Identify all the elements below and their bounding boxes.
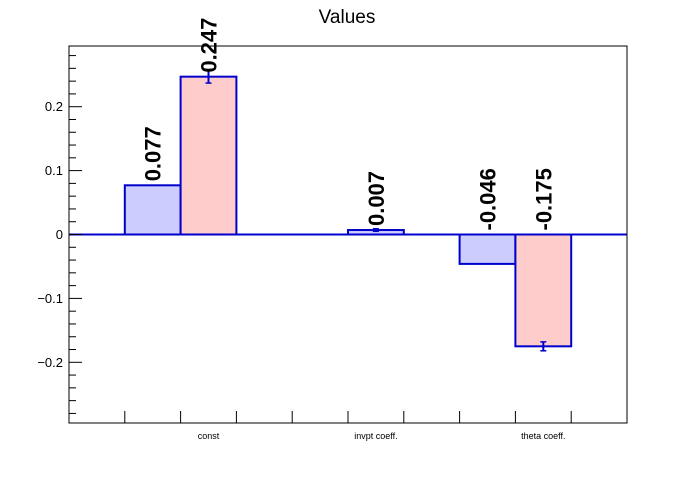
x-tick-label-1: invpt coeff.	[354, 431, 397, 441]
chart-title: Values	[319, 7, 376, 28]
data-label-0: 0.077	[141, 126, 166, 181]
x-tick-label-2: theta coeff.	[521, 431, 565, 441]
bar-1	[179, 75, 238, 236]
x-tick-label-0: const	[198, 431, 220, 441]
bar-4	[514, 233, 573, 348]
y-tick-label-2: 0	[56, 227, 63, 242]
bar-0	[123, 184, 182, 236]
axes-layer: −0.2 −0.1 0 0.1 0.2 const invpt coeff. theta co…	[37, 45, 628, 441]
y-tick-label-3: 0.1	[45, 163, 63, 178]
y-tick-label-0: −0.2	[37, 355, 63, 370]
bar-3	[458, 233, 517, 265]
y-tick-label-4: 0.2	[45, 99, 63, 114]
data-label-4: -0.175	[531, 168, 556, 230]
data-labels-layer: 0.077 0.247 0.007 -0.046 -0.175	[141, 18, 557, 231]
data-label-2: 0.007	[364, 171, 389, 226]
data-label-3: -0.046	[476, 168, 501, 230]
y-tick-label-1: −0.1	[37, 291, 63, 306]
bars-layer	[123, 69, 573, 352]
data-label-1: 0.247	[197, 18, 222, 73]
